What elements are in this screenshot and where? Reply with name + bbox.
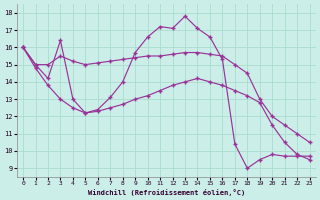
X-axis label: Windchill (Refroidissement éolien,°C): Windchill (Refroidissement éolien,°C) [88,189,245,196]
